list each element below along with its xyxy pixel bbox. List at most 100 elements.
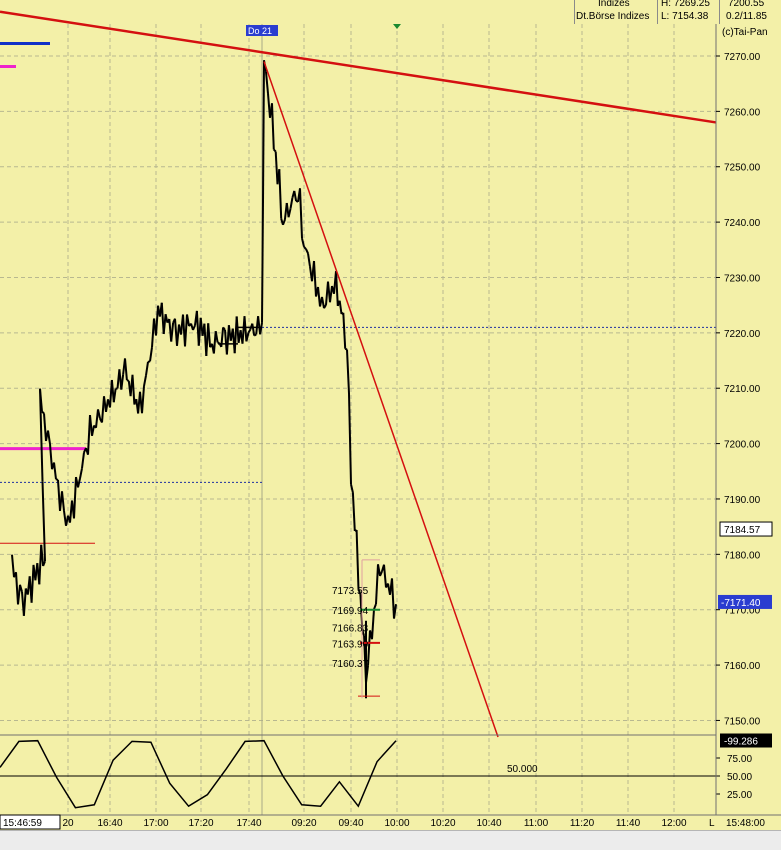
price-candle xyxy=(185,314,187,346)
trendline xyxy=(264,62,498,738)
price-candle xyxy=(171,323,173,342)
price-candle xyxy=(343,313,345,349)
price-candle xyxy=(56,479,58,480)
price-axis-label: 7150.00 xyxy=(724,716,761,727)
price-axis-label: 7270.00 xyxy=(724,52,761,63)
oscillator-axis-label: 75.00 xyxy=(727,754,752,765)
price-candle xyxy=(41,545,43,566)
time-axis-label: 10:40 xyxy=(476,818,501,829)
price-annotation: 7169.94 xyxy=(332,606,369,617)
price-candle xyxy=(156,306,158,336)
clock-label: 15:46:59 xyxy=(3,818,42,829)
price-candle xyxy=(48,431,50,445)
highlight-level xyxy=(0,447,86,450)
current-price-label: 7184.57 xyxy=(724,525,761,536)
price-axis-label: 7240.00 xyxy=(724,218,761,229)
time-axis-label: 11:40 xyxy=(616,818,641,829)
price-axis-label: 7180.00 xyxy=(724,550,761,561)
price-candle xyxy=(322,297,324,308)
time-axis-label: 16:40 xyxy=(97,818,122,829)
price-axis-label: 7260.00 xyxy=(724,107,761,118)
price-candle xyxy=(262,202,263,323)
price-candle xyxy=(12,555,14,578)
price-axis-label: 7250.00 xyxy=(724,163,761,174)
price-annotation: 7160.37 xyxy=(332,659,369,670)
price-candle xyxy=(92,426,94,436)
price-candle xyxy=(283,220,285,225)
price-candle xyxy=(314,261,316,297)
highlight-marker xyxy=(0,42,50,45)
price-candle xyxy=(347,350,349,394)
price-candle xyxy=(351,484,353,492)
price-candle xyxy=(357,530,359,589)
price-candle xyxy=(62,491,64,511)
price-candle xyxy=(291,198,293,209)
price-candle xyxy=(252,324,254,336)
price-candle xyxy=(289,209,291,218)
oscillator-line xyxy=(0,741,396,808)
price-candle xyxy=(208,323,210,347)
price-candle xyxy=(146,362,148,376)
price-candle xyxy=(340,301,342,314)
time-axis-label: 12:00 xyxy=(661,818,686,829)
price-annotation: 7163.90 xyxy=(332,639,369,650)
price-candle xyxy=(80,468,82,478)
price-candle xyxy=(294,191,296,201)
price-candle xyxy=(272,103,274,149)
price-candle xyxy=(44,413,46,441)
price-candle xyxy=(42,412,44,414)
trendline xyxy=(0,12,716,123)
price-candle xyxy=(374,604,376,609)
end-time-label: 15:48:00 xyxy=(726,818,765,829)
price-axis-label: 7200.00 xyxy=(724,440,761,451)
time-axis-label: 20 xyxy=(62,818,74,829)
price-candle xyxy=(279,169,281,219)
price-candle xyxy=(18,585,20,605)
price-axis-label: 7210.00 xyxy=(724,384,761,395)
price-candle xyxy=(345,349,347,350)
price-axis-label: 7190.00 xyxy=(724,495,761,506)
last-price-label: -7171.40 xyxy=(721,598,761,609)
price-candle xyxy=(54,463,56,480)
price-candle xyxy=(263,60,264,201)
price-candle xyxy=(266,72,268,94)
time-axis-label: 10:20 xyxy=(430,818,455,829)
highlight-marker xyxy=(0,65,16,68)
time-axis-label: 17:00 xyxy=(143,818,168,829)
price-candle xyxy=(193,325,195,330)
oscillator-axis-label: 25.00 xyxy=(727,790,752,801)
price-candle xyxy=(125,358,127,380)
price-candle xyxy=(254,335,256,336)
oscillator-axis-label: 50.00 xyxy=(727,772,752,783)
price-candle xyxy=(98,409,100,418)
price-candle xyxy=(144,375,146,386)
price-candle xyxy=(133,375,135,405)
time-axis-label: 09:40 xyxy=(338,818,363,829)
price-candle xyxy=(349,394,351,485)
time-axis-label: 11:00 xyxy=(524,818,549,829)
price-candle xyxy=(308,253,310,266)
price-candle xyxy=(142,386,144,413)
price-candle xyxy=(274,150,276,152)
price-candle xyxy=(78,478,80,487)
price-candle xyxy=(127,380,129,381)
price-candle xyxy=(384,565,386,588)
price-candle xyxy=(74,477,76,518)
price-annotation: 7173.55 xyxy=(332,586,369,597)
price-candle xyxy=(150,347,152,361)
price-candle xyxy=(114,389,116,402)
price-candle xyxy=(245,316,247,341)
price-candle xyxy=(300,188,302,238)
oscillator-value-label: -99.286 xyxy=(724,737,758,748)
time-axis-label: 17:40 xyxy=(236,818,261,829)
oscillator-level-label: 50.000 xyxy=(507,764,538,775)
time-axis-label: 10:00 xyxy=(384,818,409,829)
time-axis-end: L xyxy=(709,818,715,829)
price-candle xyxy=(43,481,46,561)
price-candle xyxy=(82,452,84,468)
price-axis-label: 7230.00 xyxy=(724,273,761,284)
price-candle xyxy=(368,630,370,665)
price-candle xyxy=(248,330,250,333)
